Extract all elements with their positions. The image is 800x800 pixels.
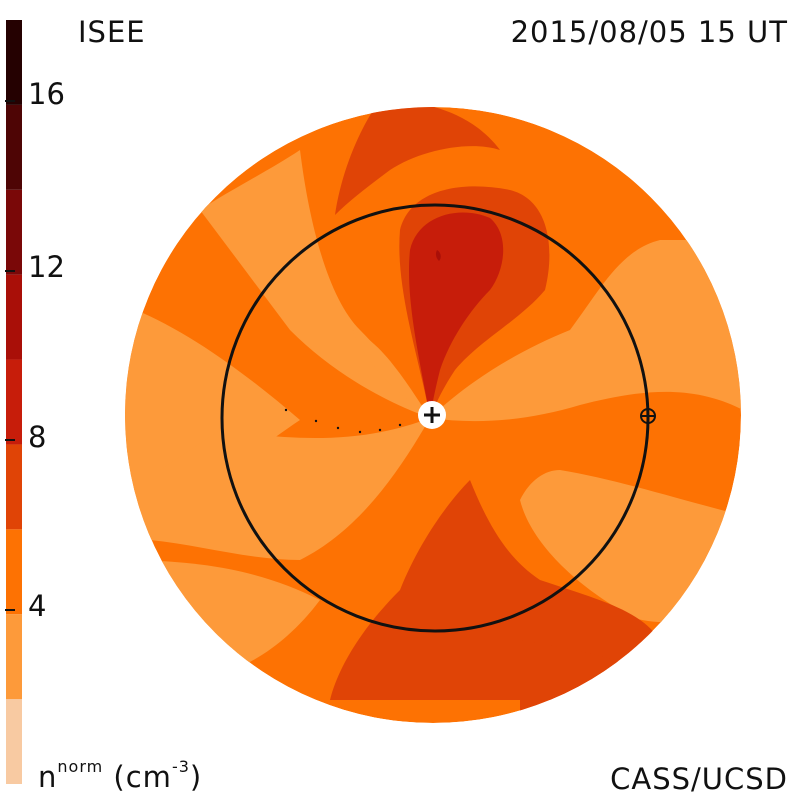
colorbar-tick-8 xyxy=(5,439,15,441)
unit-base: n xyxy=(38,760,58,794)
colorbar-band-2 xyxy=(6,529,22,615)
region-dark-south xyxy=(330,480,660,700)
colorbar xyxy=(6,20,22,784)
unit-exponent: -3 xyxy=(171,757,190,777)
dotted-trail xyxy=(284,408,402,434)
title-left: ISEE xyxy=(78,15,146,49)
colorbar-band-1 xyxy=(6,614,22,700)
region-deeper-plume-core xyxy=(435,250,441,261)
earth-icon xyxy=(640,408,656,424)
unit-close: ) xyxy=(189,760,203,794)
colorbar-label-4: 4 xyxy=(28,589,47,623)
region-light-east xyxy=(430,240,741,422)
colorbar-band-7 xyxy=(6,104,22,190)
region-light-left xyxy=(125,300,300,540)
unit-rest: (cm xyxy=(103,760,172,794)
colorbar-tick-12 xyxy=(5,270,15,272)
colorbar-band-3 xyxy=(6,444,22,530)
colorbar-label-12: 12 xyxy=(28,250,65,284)
sun-icon xyxy=(418,401,446,429)
colorbar-label-16: 16 xyxy=(28,77,65,111)
colorbar-band-6 xyxy=(6,189,22,275)
region-light-west xyxy=(150,418,430,560)
region-light-petal xyxy=(352,330,428,415)
colorbar-label-8: 8 xyxy=(28,420,47,454)
colorbar-tick-16 xyxy=(5,100,15,102)
colorbar-band-4 xyxy=(6,359,22,445)
title-right: 2015/08/05 15 UT xyxy=(510,15,788,49)
colorbar-tick-4 xyxy=(5,609,15,611)
region-dark-north xyxy=(335,107,500,215)
credit: CASS/UCSD xyxy=(610,762,788,796)
colorbar-band-0 xyxy=(6,699,22,784)
region-deep-plume xyxy=(409,212,504,418)
unit-label: nnorm (cm-3) xyxy=(38,759,203,794)
unit-superscript: norm xyxy=(57,757,104,777)
colorbar-band-5 xyxy=(6,274,22,360)
colorbar-band-8 xyxy=(6,20,22,105)
